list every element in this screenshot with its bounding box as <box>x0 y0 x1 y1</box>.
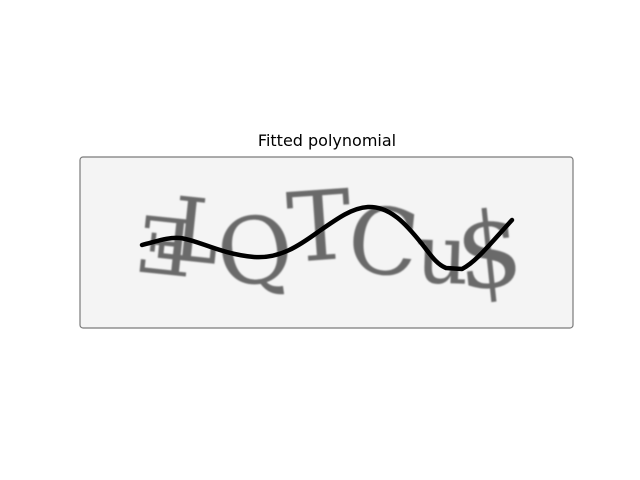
fitted-curve <box>139 204 515 272</box>
glyph-dollar: $ <box>450 187 529 315</box>
captcha-panel <box>79 156 574 329</box>
glyph-inverted-t: T <box>155 173 224 282</box>
glyph-u: u <box>414 207 470 304</box>
glyph-c: C <box>343 185 424 299</box>
glyph-reversed-e: E <box>131 200 197 295</box>
glyph-t: T <box>284 169 356 285</box>
figure-title: Fitted polynomial <box>257 131 397 150</box>
